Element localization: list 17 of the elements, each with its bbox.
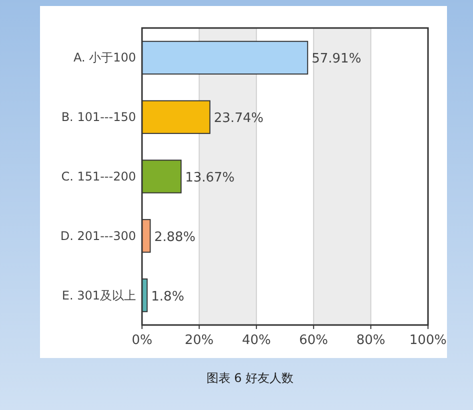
data-label: 57.91% <box>312 52 362 67</box>
x-tick-label: 100% <box>409 333 447 348</box>
y-tick-label: C. 151---200 <box>61 170 136 184</box>
y-tick-label: B. 101---150 <box>61 110 136 124</box>
data-label: 1.8% <box>151 289 184 304</box>
y-tick-label: D. 201---300 <box>60 228 136 243</box>
text: 图表 6 好友人数 <box>206 371 294 385</box>
y-tick-label: E. 301及以上 <box>62 288 136 302</box>
data-label: 2.88% <box>154 230 196 245</box>
x-tick-label: 40% <box>242 333 271 348</box>
y-tick-label: A. 小于100 <box>73 50 136 65</box>
data-label: 23.74% <box>214 111 264 126</box>
x-tick-label: 80% <box>356 333 386 348</box>
data-label: 13.67% <box>185 170 235 186</box>
x-tick-label: 0% <box>132 333 152 348</box>
x-tick-label: 60% <box>299 333 328 348</box>
x-tick-label: 20% <box>184 333 214 348</box>
